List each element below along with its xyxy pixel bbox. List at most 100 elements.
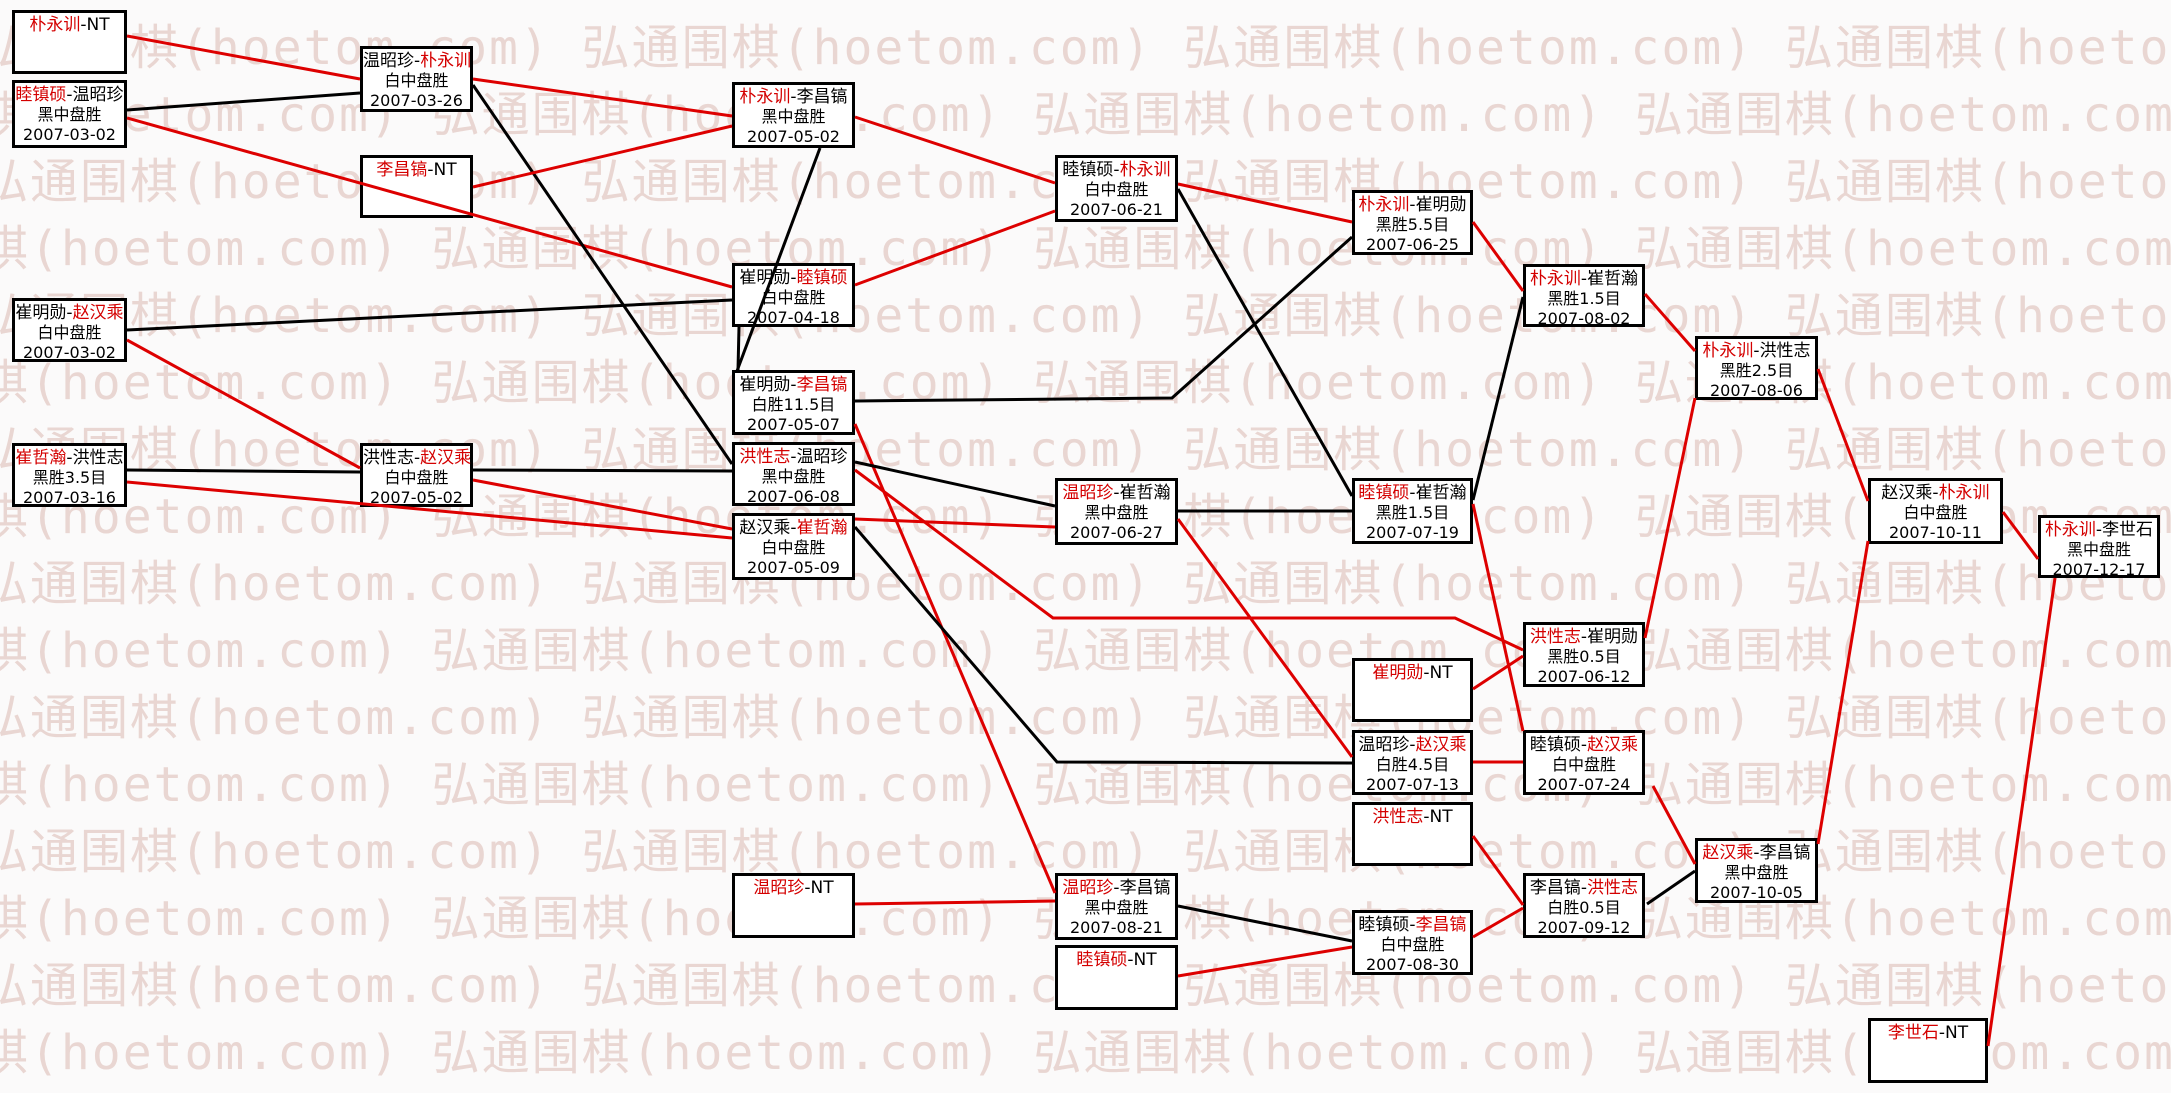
winner-name: 睦镇硕 bbox=[1358, 483, 1410, 503]
loser-name: NT bbox=[1945, 1023, 1969, 1043]
loser-name: 温昭珍 bbox=[72, 85, 124, 105]
match-date: 2007-08-21 bbox=[1070, 918, 1163, 937]
match-box-15: 温昭珍-崔哲瀚 黑中盘胜 2007-06-27 bbox=[1055, 478, 1178, 545]
match-date: 2007-08-02 bbox=[1537, 309, 1631, 328]
match-result: 黑胜2.5目 bbox=[1719, 361, 1794, 380]
match-players: 赵汉乘-李昌镐 bbox=[1702, 843, 1811, 863]
loser-name: 洪性志 bbox=[363, 448, 414, 468]
match-result: 白胜4.5目 bbox=[1375, 755, 1450, 774]
match-result: 白中盘胜 bbox=[1084, 180, 1149, 199]
match-box-29: 赵汉乘-李昌镐 黑中盘胜 2007-10-05 bbox=[1695, 838, 1818, 903]
winner-name: 温昭珍 bbox=[753, 878, 805, 898]
loser-name: 李昌镐 bbox=[1759, 843, 1811, 863]
match-players: 崔明勋-李昌镐 bbox=[739, 375, 848, 395]
match-box-2: 睦镇硕-温昭珍 黑中盘胜 2007-03-02 bbox=[12, 80, 127, 148]
match-box-22: 洪性志-NT bbox=[1352, 802, 1473, 866]
match-box-16: 温昭珍-李昌镐 黑中盘胜 2007-08-21 bbox=[1055, 873, 1178, 940]
loser-name: 崔明勋 bbox=[739, 268, 791, 288]
loser-name: NT bbox=[86, 15, 110, 35]
loser-name: 崔明勋 bbox=[1415, 195, 1467, 215]
winner-name: 洪性志 bbox=[1529, 627, 1581, 647]
winner-name: 朴永训 bbox=[2044, 520, 2096, 540]
winner-name: 赵汉乘 bbox=[72, 303, 124, 323]
loser-name: 李昌镐 bbox=[796, 87, 848, 107]
match-result: 黑中盘胜 bbox=[761, 107, 826, 126]
winner-name: 赵汉乘 bbox=[1702, 843, 1754, 863]
match-result: 白胜11.5目 bbox=[751, 395, 836, 414]
match-box-25: 洪性志-崔明勋 黑胜0.5目 2007-06-12 bbox=[1523, 622, 1645, 687]
match-players: 温昭珍-崔哲瀚 bbox=[1062, 483, 1171, 503]
match-players: 崔明勋-赵汉乘 bbox=[15, 303, 124, 323]
match-box-1: 朴永训-NT bbox=[12, 10, 127, 74]
match-date: 2007-08-30 bbox=[1366, 955, 1459, 974]
match-box-19: 睦镇硕-崔哲瀚 黑胜1.5目 2007-07-19 bbox=[1352, 478, 1473, 544]
match-box-6: 李昌镐-NT bbox=[360, 155, 473, 218]
loser-name: NT bbox=[1429, 663, 1453, 683]
match-result: 黑中盘胜 bbox=[2066, 540, 2131, 559]
match-box-26: 睦镇硕-赵汉乘 白中盘胜 2007-07-24 bbox=[1523, 730, 1645, 795]
match-players: 洪性志-NT bbox=[1372, 807, 1453, 827]
match-box-31: 李世石-NT bbox=[1868, 1018, 1988, 1083]
match-date: 2007-04-18 bbox=[747, 308, 840, 327]
loser-name: 崔明勋 bbox=[1587, 627, 1639, 647]
match-date: 2007-12-17 bbox=[2052, 560, 2146, 579]
match-date: 2007-05-07 bbox=[747, 415, 840, 434]
winner-name: 朴永训 bbox=[420, 51, 472, 71]
loser-name: NT bbox=[433, 160, 457, 180]
match-players: 崔明勋-睦镇硕 bbox=[739, 268, 848, 288]
match-date: 2007-06-27 bbox=[1070, 523, 1163, 542]
match-box-28: 朴永训-洪性志 黑胜2.5目 2007-08-06 bbox=[1695, 336, 1818, 400]
match-result: 白中盘胜 bbox=[1380, 935, 1445, 954]
loser-name: 崔哲瀚 bbox=[1587, 269, 1639, 289]
loser-name: NT bbox=[1429, 807, 1453, 827]
match-players: 赵汉乘-朴永训 bbox=[1881, 483, 1990, 503]
match-box-11: 洪性志-温昭珍 黑中盘胜 2007-06-08 bbox=[732, 442, 855, 506]
winner-name: 洪性志 bbox=[1587, 878, 1639, 898]
match-result: 黑中盘胜 bbox=[37, 105, 102, 124]
match-players: 睦镇硕-崔哲瀚 bbox=[1358, 483, 1467, 503]
match-result: 白中盘胜 bbox=[1551, 755, 1616, 774]
match-result: 黑胜0.5目 bbox=[1547, 647, 1621, 666]
match-date: 2007-09-12 bbox=[1537, 918, 1631, 937]
winner-name: 李昌镐 bbox=[796, 375, 848, 395]
match-date: 2007-06-25 bbox=[1366, 235, 1459, 254]
winner-name: 赵汉乘 bbox=[1587, 735, 1639, 755]
winner-name: 朴永训 bbox=[739, 87, 791, 107]
match-date: 2007-10-05 bbox=[1710, 883, 1803, 902]
match-result: 黑中盘胜 bbox=[1084, 503, 1149, 522]
match-result: 黑胜1.5目 bbox=[1375, 503, 1450, 522]
match-box-32: 朴永训-李世石 黑中盘胜 2007-12-17 bbox=[2038, 515, 2160, 579]
match-result: 黑胜1.5目 bbox=[1547, 289, 1621, 308]
match-box-23: 睦镇硕-李昌镐 白中盘胜 2007-08-30 bbox=[1352, 910, 1473, 975]
match-result: 黑中盘胜 bbox=[1084, 898, 1149, 917]
match-players: 赵汉乘-崔哲瀚 bbox=[739, 518, 848, 538]
match-date: 2007-03-02 bbox=[23, 343, 116, 362]
winner-name: 睦镇硕 bbox=[15, 85, 67, 105]
match-players: 洪性志-赵汉乘 bbox=[363, 448, 472, 468]
loser-name: 洪性志 bbox=[1759, 341, 1811, 361]
winner-name: 朴永训 bbox=[1119, 160, 1171, 180]
loser-name: 赵汉乘 bbox=[739, 518, 791, 538]
match-box-17: 睦镇硕-NT bbox=[1055, 945, 1178, 1010]
loser-name: 洪性志 bbox=[72, 448, 124, 468]
match-players: 洪性志-崔明勋 bbox=[1529, 627, 1639, 647]
match-date: 2007-07-24 bbox=[1537, 775, 1631, 794]
match-result: 白胜0.5目 bbox=[1547, 898, 1621, 917]
loser-name: 崔哲瀚 bbox=[1119, 483, 1171, 503]
match-box-10: 崔明勋-李昌镐 白胜11.5目 2007-05-07 bbox=[732, 370, 855, 435]
match-date: 2007-06-21 bbox=[1070, 200, 1163, 219]
match-date: 2007-05-09 bbox=[747, 558, 840, 577]
match-box-24: 朴永训-崔哲瀚 黑胜1.5目 2007-08-02 bbox=[1523, 264, 1645, 328]
match-result: 白中盘胜 bbox=[37, 323, 102, 342]
match-date: 2007-06-08 bbox=[747, 487, 840, 506]
match-box-7: 洪性志-赵汉乘 白中盘胜 2007-05-02 bbox=[360, 443, 473, 507]
winner-name: 崔哲瀚 bbox=[15, 448, 67, 468]
match-result: 黑中盘胜 bbox=[1724, 863, 1789, 882]
loser-name: 温昭珍 bbox=[363, 51, 414, 71]
winner-name: 李昌镐 bbox=[376, 160, 428, 180]
match-box-14: 睦镇硕-朴永训 白中盘胜 2007-06-21 bbox=[1055, 155, 1178, 222]
match-box-5: 温昭珍-朴永训 白中盘胜 2007-03-26 bbox=[360, 46, 473, 112]
match-players: 崔明勋-NT bbox=[1372, 663, 1453, 683]
match-players: 朴永训-李昌镐 bbox=[739, 87, 848, 107]
